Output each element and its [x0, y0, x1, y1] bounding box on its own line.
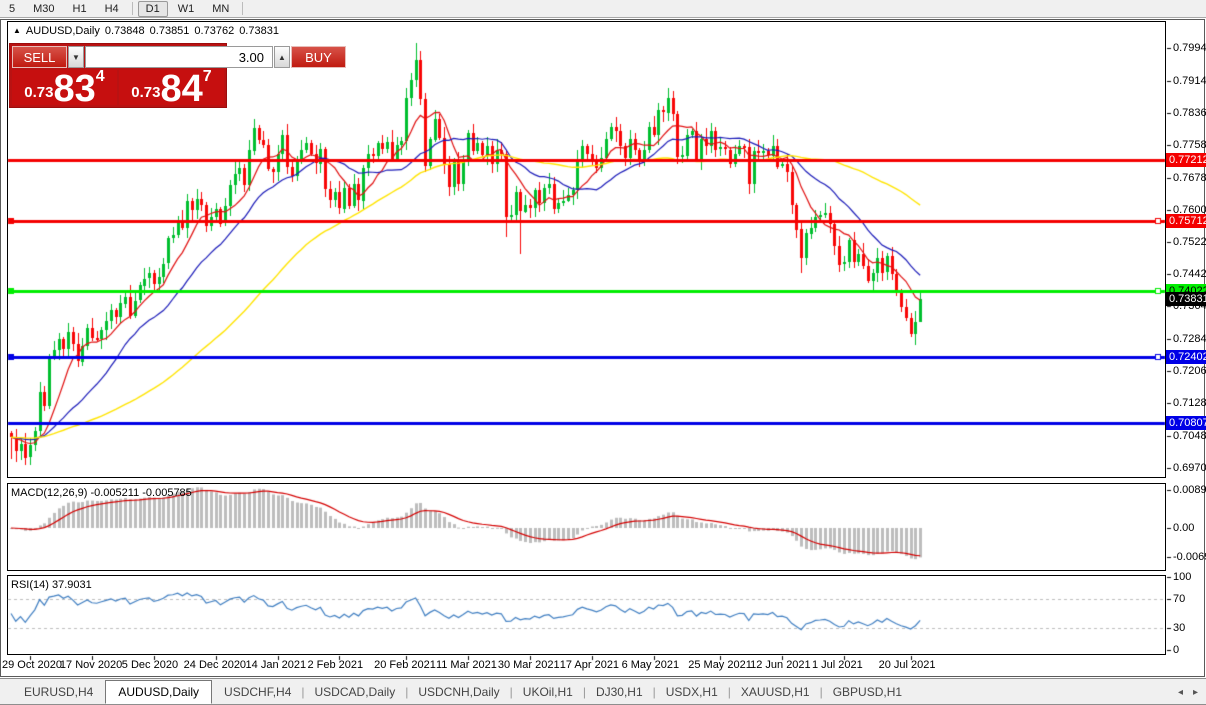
rsi-indicator-label: RSI(14) 37.9031 [11, 579, 92, 591]
ohlc-high: 0.73851 [149, 25, 190, 37]
sell-price-big: 83 [53, 68, 96, 110]
ohlc-open: 0.73848 [104, 25, 145, 37]
macd-indicator-label: MACD(12,26,9) -0.005211 -0.005785 [11, 487, 192, 499]
volume-increase-button[interactable]: ▲ [274, 46, 290, 68]
chart-title-row: ▲ AUDUSD,Daily 0.73848 0.73851 0.73762 0… [13, 25, 279, 37]
buy-price-sup: 7 [202, 68, 212, 85]
buy-price-prefix: 0.73 [131, 84, 161, 101]
ohlc-close: 0.73831 [239, 25, 279, 37]
sell-price-display[interactable]: 0.73 83 4 [12, 68, 117, 110]
sell-price-sup: 4 [95, 68, 105, 85]
volume-input[interactable] [85, 46, 273, 68]
sell-button[interactable]: SELL [12, 46, 67, 68]
ohlc-low: 0.73762 [194, 25, 235, 37]
date-axis[interactable] [7, 656, 1166, 676]
buy-button[interactable]: BUY [291, 46, 346, 68]
sell-price-prefix: 0.73 [24, 84, 54, 101]
volume-decrease-button[interactable]: ▼ [68, 46, 84, 68]
buy-price-big: 84 [160, 68, 203, 110]
buy-price-display[interactable]: 0.73 84 7 [119, 68, 224, 110]
one-click-panel-toggle-icon[interactable]: ▲ [13, 26, 21, 35]
price-axis[interactable] [1167, 21, 1205, 655]
chart-symbol-label: AUDUSD,Daily [25, 25, 100, 37]
